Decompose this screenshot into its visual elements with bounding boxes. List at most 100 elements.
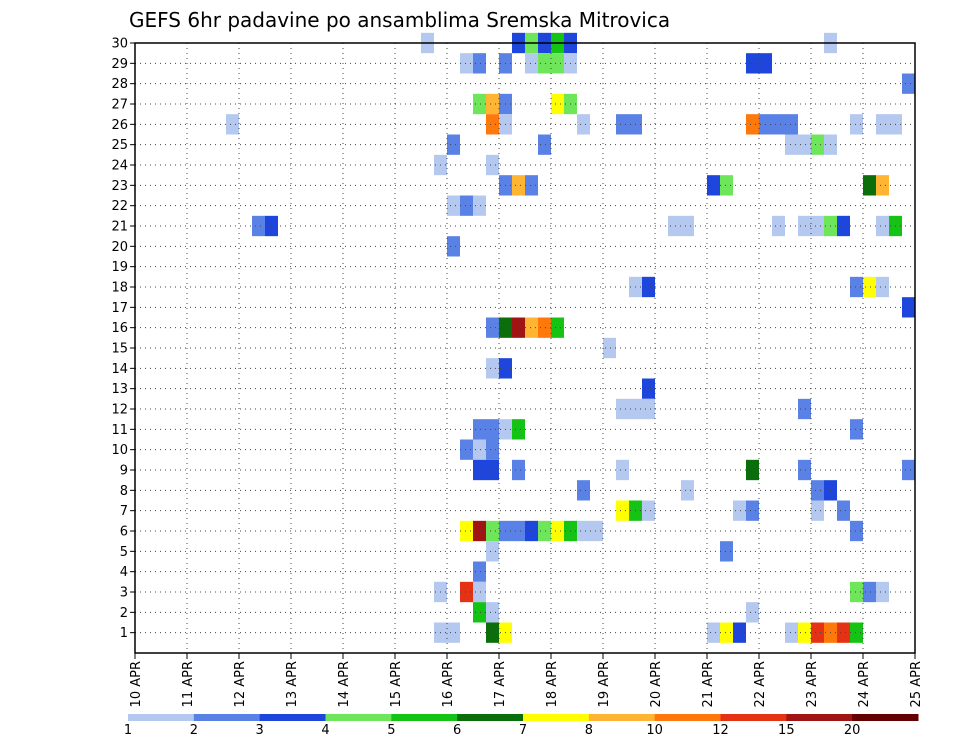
heatmap-cell bbox=[486, 93, 499, 115]
heatmap-cell bbox=[525, 175, 538, 196]
heatmap-cell bbox=[642, 276, 655, 298]
heatmap-cell bbox=[551, 317, 564, 338]
x-tick-label: 15 APR bbox=[389, 661, 404, 707]
heatmap-cell bbox=[577, 480, 590, 501]
heatmap-cell bbox=[811, 480, 824, 501]
x-tick-label: 16 APR bbox=[441, 661, 456, 707]
y-tick-label: 11 bbox=[111, 423, 128, 438]
x-tick-label: 12 APR bbox=[233, 661, 248, 707]
heatmap-cell bbox=[486, 520, 499, 542]
colorbar-swatch bbox=[786, 714, 853, 721]
heatmap-cell bbox=[512, 175, 525, 196]
heatmap-cell bbox=[798, 459, 811, 481]
y-tick-label: 18 bbox=[111, 281, 128, 296]
y-tick-label: 8 bbox=[120, 484, 128, 499]
heatmap-cell bbox=[616, 114, 629, 135]
heatmap-cell bbox=[486, 541, 499, 562]
y-tick-label: 16 bbox=[111, 321, 128, 336]
heatmap-cell bbox=[473, 561, 486, 582]
x-tick-label: 10 APR bbox=[129, 661, 144, 707]
heatmap-cell bbox=[577, 520, 590, 542]
chart-title: GEFS 6hr padavine po ansamblima Sremska … bbox=[129, 8, 670, 32]
heatmap-cell bbox=[486, 439, 499, 460]
heatmap-cell bbox=[707, 622, 720, 643]
heatmap-cell bbox=[525, 53, 538, 74]
heatmap-cell bbox=[876, 581, 889, 603]
heatmap-cell bbox=[460, 581, 473, 603]
heatmap-cell bbox=[473, 93, 486, 115]
y-tick-label: 17 bbox=[111, 301, 128, 316]
colorbar-label: 15 bbox=[778, 723, 795, 738]
heatmap-cell bbox=[681, 480, 694, 501]
y-tick-label: 7 bbox=[120, 504, 128, 519]
heatmap-cell bbox=[616, 500, 629, 521]
colorbar-label: 10 bbox=[646, 723, 663, 738]
colorbar-swatch bbox=[654, 714, 721, 721]
x-tick-label: 23 APR bbox=[805, 661, 820, 707]
heatmap-cell bbox=[551, 93, 564, 115]
heatmap-cell bbox=[447, 236, 460, 257]
colorbar-label: 6 bbox=[453, 723, 461, 738]
heatmap-cell bbox=[811, 622, 824, 643]
heatmap-cell bbox=[798, 398, 811, 420]
y-tick-label: 4 bbox=[120, 565, 128, 580]
colorbar-swatch bbox=[391, 714, 458, 721]
heatmap-cell bbox=[733, 500, 746, 521]
y-tick-label: 13 bbox=[111, 382, 128, 397]
heatmap-cell bbox=[746, 459, 759, 481]
heatmap-cell bbox=[473, 581, 486, 603]
heatmap-cell bbox=[473, 602, 486, 623]
heatmap-cell bbox=[473, 520, 486, 542]
x-tick-label: 14 APR bbox=[337, 661, 352, 707]
grid-lines bbox=[135, 43, 915, 653]
heatmap-cell bbox=[798, 622, 811, 643]
heatmap-cell bbox=[850, 114, 863, 135]
heatmap-cell bbox=[850, 276, 863, 298]
heatmap-cell bbox=[850, 581, 863, 603]
heatmap-cell bbox=[642, 500, 655, 521]
heatmap-cell bbox=[486, 154, 499, 176]
heatmap-cell bbox=[902, 459, 915, 481]
heatmap-cell bbox=[486, 114, 499, 135]
heatmap-cell bbox=[473, 459, 486, 481]
colorbar-swatch bbox=[852, 714, 919, 721]
heatmap-cell bbox=[902, 73, 915, 94]
heatmap-cell bbox=[746, 500, 759, 521]
colorbar-label: 4 bbox=[321, 723, 329, 738]
heatmap-cell bbox=[603, 337, 616, 359]
y-tick-label: 1 bbox=[120, 626, 128, 641]
heatmap-cell bbox=[746, 602, 759, 623]
heatmap-cell bbox=[486, 419, 499, 440]
colorbar-label: 7 bbox=[519, 723, 527, 738]
heatmap-cell bbox=[746, 114, 759, 135]
heatmap-cell bbox=[525, 317, 538, 338]
heatmap-cell bbox=[850, 622, 863, 643]
heatmap-cell bbox=[837, 622, 850, 643]
heatmap-cell bbox=[798, 134, 811, 155]
y-tick-label: 29 bbox=[111, 57, 128, 72]
heatmap-cell bbox=[486, 358, 499, 379]
y-tick-label: 15 bbox=[111, 342, 128, 357]
y-tick-label: 2 bbox=[120, 606, 128, 621]
colorbar-swatch bbox=[720, 714, 787, 721]
heatmap-cell bbox=[486, 622, 499, 643]
y-tick-label: 9 bbox=[120, 464, 128, 479]
heatmap-cell bbox=[837, 215, 850, 237]
heatmap-cell bbox=[473, 53, 486, 74]
y-tick-label: 3 bbox=[120, 586, 128, 601]
heatmap-cell bbox=[460, 520, 473, 542]
heatmap-cell bbox=[876, 215, 889, 237]
y-tick-label: 30 bbox=[111, 37, 128, 52]
x-tick-label: 25 APR bbox=[909, 661, 924, 707]
heatmap-cell bbox=[226, 114, 239, 135]
colorbar-swatch bbox=[457, 714, 524, 721]
heatmap-cell bbox=[512, 459, 525, 481]
colorbar-label: 8 bbox=[585, 723, 593, 738]
x-tick-label: 21 APR bbox=[701, 661, 716, 707]
heatmap-cell bbox=[850, 520, 863, 542]
heatmap-cell bbox=[746, 53, 759, 74]
heatmap-cell bbox=[551, 520, 564, 542]
colorbar-swatch bbox=[259, 714, 326, 721]
heatmap-cell bbox=[642, 398, 655, 420]
heatmap-cell bbox=[473, 195, 486, 216]
